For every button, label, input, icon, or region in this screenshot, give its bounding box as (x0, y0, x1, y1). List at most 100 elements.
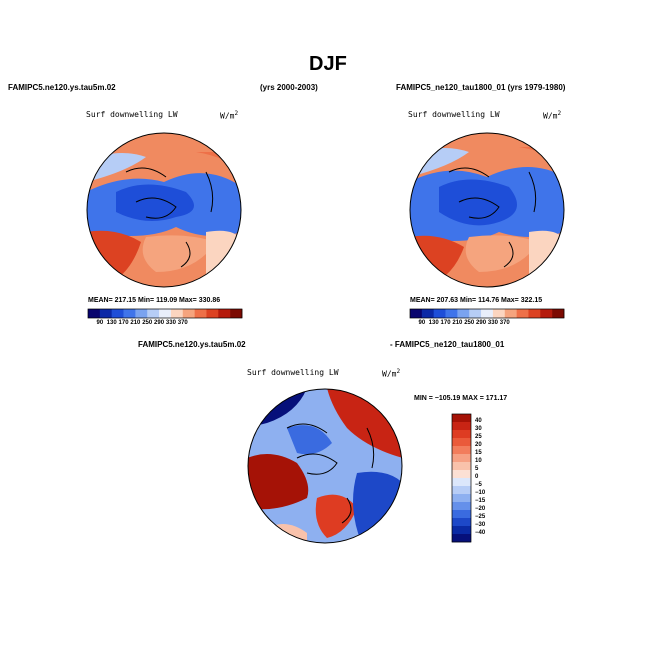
colorbar-tick-label: 40 (475, 418, 482, 424)
colorbar-swatch (159, 309, 172, 318)
colorbar-tick-label: −25 (475, 514, 486, 520)
diff-stats: MIN = −105.19 MAX = 171.17 (414, 395, 508, 402)
colorbar-swatch (123, 309, 136, 318)
colorbar-tick-label: −10 (475, 490, 486, 496)
colorbar-swatch (452, 510, 471, 519)
colorbar-swatch (99, 309, 112, 318)
colorbar-tick-label: 290 (476, 320, 487, 326)
colorbar-swatch (452, 502, 471, 511)
diff-map-west-region (248, 454, 309, 510)
colorbar-swatch (552, 309, 565, 318)
colorbar-swatch (452, 414, 471, 423)
colorbar-tick-label: 250 (464, 320, 475, 326)
colorbar-swatch (206, 309, 219, 318)
colorbar-tick-label: 170 (118, 320, 129, 326)
colorbar-swatch (170, 309, 184, 318)
colorbar-swatch (452, 470, 471, 479)
colorbar-tick-label: 25 (475, 434, 482, 440)
figure-title: DJF (309, 53, 347, 75)
colorbar-swatch (452, 446, 471, 455)
left-stats: MEAN= 217.15 Min= 119.09 Max= 330.86 (88, 297, 221, 304)
colorbar-swatch (452, 454, 471, 463)
left-case-label: FAMIPC5.ne120.ys.tau5m.02 (8, 83, 116, 92)
colorbar-swatch (111, 309, 124, 318)
colorbar-tick-label: 290 (154, 320, 165, 326)
right-map (409, 132, 565, 288)
colorbar-tick-label: −40 (475, 530, 486, 536)
diff-units-label: W/m2 (382, 368, 400, 379)
colorbar-border (87, 308, 243, 319)
colorbar-swatch (528, 309, 541, 318)
left-units-text: W/m (220, 111, 235, 121)
left-units-label: W/m2 (220, 110, 238, 121)
colorbar-tick-label: 90 (418, 320, 426, 326)
diff-map-se-region (353, 471, 402, 543)
colorbar-swatch (194, 309, 207, 318)
colorbar-tick-label: 90 (96, 320, 104, 326)
right-case-label: FAMIPC5_ne120_tau1800_01 (yrs 1979-1980) (396, 83, 566, 92)
colorbar-tick-label: 30 (475, 426, 482, 432)
colorbar-tick-label: 370 (499, 320, 510, 326)
colorbar-swatch (452, 526, 471, 535)
right-map-border (409, 132, 565, 288)
colorbar-swatch (452, 494, 471, 503)
left-map-atlantic-region (142, 235, 216, 272)
colorbar-tick-label: 210 (130, 320, 141, 326)
colorbar-swatch (452, 438, 471, 447)
colorbar-swatch (452, 422, 471, 431)
colorbar-swatch (182, 309, 195, 318)
colorbar-swatch (452, 534, 471, 543)
right-units-label: W/m2 (543, 110, 561, 121)
left-years-label: (yrs 2000-2003) (260, 83, 318, 92)
left-map-border (86, 132, 242, 288)
right-map-se-region (529, 230, 564, 287)
colorbar-swatch (469, 309, 482, 318)
right-units-text: W/m (543, 111, 558, 121)
diff-colorbar (451, 413, 472, 543)
colorbar-tick-label: 20 (475, 442, 482, 448)
colorbar-swatch (492, 309, 506, 318)
right-stats: MEAN= 207.63 Min= 114.76 Max= 322.15 (410, 297, 543, 304)
right-map-arctic-region (439, 179, 517, 226)
difference-map (247, 388, 403, 544)
left-map (86, 132, 242, 288)
colorbar-tick-label: −15 (475, 498, 486, 504)
colorbar-swatch (445, 309, 458, 318)
colorbar-swatch (135, 309, 148, 318)
right-map-atlantic-region (465, 235, 539, 272)
colorbar-swatch (88, 309, 101, 318)
colorbar-swatch (218, 309, 231, 318)
colorbar-swatch (410, 309, 423, 318)
diff-units-text: W/m (382, 369, 397, 379)
left-colorbar-ticks: 90 130 170 210 250 290 330 370 (88, 320, 242, 329)
right-map-coastlines (448, 167, 537, 268)
diff-right-label: - FAMIPC5_ne120_tau1800_01 (390, 340, 505, 349)
colorbar-swatch (481, 309, 494, 318)
colorbar-tick-label: 10 (475, 458, 482, 464)
left-map-se-region (206, 230, 241, 287)
colorbar-tick-label: −5 (475, 482, 482, 488)
colorbar-swatch (452, 478, 471, 487)
colorbar-tick-label: 15 (475, 450, 482, 456)
colorbar-tick-label: 210 (452, 320, 463, 326)
diff-colorbar-ticks: 40 30 25 20 15 10 5 0 −5 −10 −15 −20 −25 −30 −40 (475, 414, 505, 542)
colorbar-tick-label: 170 (440, 320, 451, 326)
colorbar-swatch (147, 309, 160, 318)
diff-map-central-region (287, 425, 332, 455)
colorbar-swatch (433, 309, 446, 318)
left-map-coastlines (125, 167, 214, 268)
colorbar-swatch (421, 309, 434, 318)
diff-map-coastlines (286, 423, 375, 524)
colorbar-swatch (516, 309, 529, 318)
right-units-sup: 2 (557, 110, 562, 117)
colorbar-tick-label: 0 (475, 474, 479, 480)
colorbar-swatch (452, 518, 471, 527)
right-variable-label: Surf downwelling LW (408, 110, 500, 119)
right-colorbar (409, 308, 565, 319)
colorbar-border (451, 413, 472, 543)
colorbar-swatch (452, 462, 471, 471)
colorbar-swatch (540, 309, 553, 318)
left-colorbar (87, 308, 243, 319)
left-units-sup: 2 (234, 110, 239, 117)
colorbar-swatch (452, 486, 471, 495)
